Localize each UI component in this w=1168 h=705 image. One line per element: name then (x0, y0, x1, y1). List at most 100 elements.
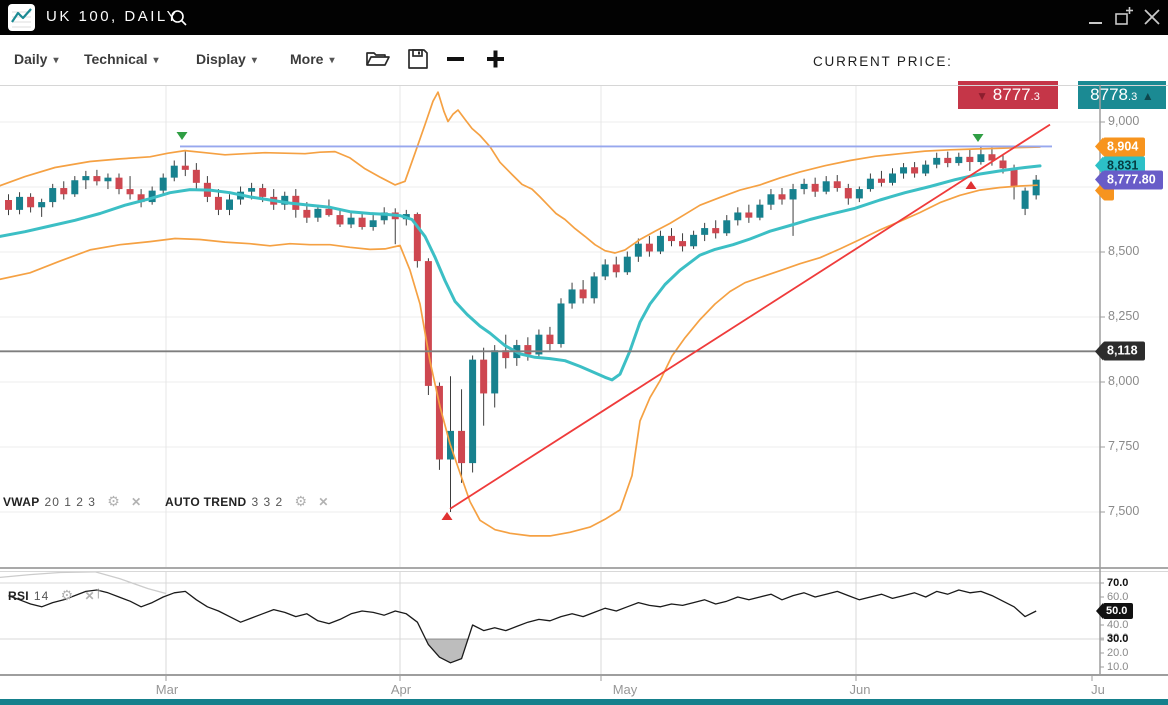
month-label: Jun (849, 682, 871, 697)
chevron-down-icon: ▾ (329, 55, 335, 66)
candle-down (712, 228, 720, 234)
menu-display[interactable]: Display ▾ (196, 51, 257, 67)
menu-timeframe[interactable]: Daily ▾ (14, 51, 59, 67)
candle-up (491, 350, 499, 394)
candle-down (115, 177, 123, 190)
close-button[interactable] (1141, 6, 1163, 28)
month-label: Mar (155, 682, 179, 697)
rsi-line (8, 589, 1037, 664)
month-label: Ju (1091, 682, 1105, 697)
candle-down (5, 200, 12, 210)
price-axis-label: 7,500 (1108, 504, 1140, 518)
candle-down (435, 385, 443, 460)
price-axis-label: 8,500 (1108, 244, 1140, 258)
candle-up (955, 156, 963, 164)
current-price-label: CURRENT PRICE: (813, 54, 953, 69)
rsi-axis-label: 70.0 (1107, 576, 1129, 589)
window-title: UK 100, DAILY (46, 8, 180, 25)
candle-up (226, 199, 233, 210)
candle-down (668, 235, 675, 242)
chevron-down-icon: ▾ (53, 55, 59, 66)
candle-up (281, 195, 289, 205)
candle-up (49, 188, 57, 203)
candles (5, 146, 1040, 512)
candle-down (999, 160, 1007, 169)
candle-down (126, 189, 134, 195)
candle-up (922, 164, 930, 174)
buy-signal-icon (441, 512, 453, 520)
close-icon[interactable]: ✕ (318, 495, 329, 509)
price-axis-label: 8,000 (1108, 374, 1140, 388)
candle-down (745, 212, 753, 218)
candle-down (524, 345, 532, 355)
candle-up (148, 190, 156, 203)
candle-down (988, 154, 996, 161)
price-tag-badge: 8,904 (1095, 137, 1146, 157)
rsi-axis-label: 20.0 (1107, 646, 1129, 659)
close-icon[interactable]: ✕ (84, 589, 95, 603)
candle-up (369, 220, 377, 228)
menu-more[interactable]: More ▾ (290, 51, 335, 67)
candle-up (866, 178, 874, 190)
rsi-axis-label: 40.0 (1107, 618, 1129, 631)
rsi-axis-label: 30.0 (1107, 633, 1129, 646)
candle-up (347, 217, 355, 225)
candle-down (137, 194, 145, 203)
candle-down (679, 241, 687, 247)
save-icon[interactable] (407, 48, 429, 75)
gear-icon[interactable]: ⚙ (60, 587, 74, 603)
candle-down (358, 217, 366, 228)
minimize-button[interactable] (1085, 6, 1107, 28)
candle-up (557, 303, 565, 345)
candle-down (181, 165, 189, 170)
candle-down (612, 264, 620, 273)
vwap-mid-line (0, 164, 1042, 382)
restore-window-button[interactable] (1113, 6, 1135, 28)
app-logo-icon (8, 4, 35, 31)
arrow-down-icon: ▼ (976, 89, 989, 103)
candle-down (480, 359, 488, 394)
gear-icon[interactable]: ⚙ (294, 493, 308, 509)
chevron-down-icon: ▾ (251, 55, 257, 66)
candle-down (192, 169, 200, 183)
candle-up (822, 181, 830, 192)
candle-up (933, 157, 941, 165)
candle-down (811, 183, 819, 192)
search-icon[interactable] (170, 9, 188, 27)
candle-down (93, 176, 101, 182)
rsi-axis-label: 60.0 (1107, 590, 1129, 603)
candle-down (844, 188, 852, 199)
close-icon[interactable]: ✕ (131, 495, 142, 509)
rsi-axis-label: 10.0 (1107, 660, 1129, 673)
menu-technical[interactable]: Technical ▾ (84, 51, 159, 67)
candle-up (16, 196, 24, 210)
candle-down (60, 188, 68, 195)
rsi-panel (0, 571, 1100, 674)
rsi-indicator-label: RSI 14 ⚙ ✕ (8, 587, 95, 603)
price-axis-label: 8,250 (1108, 309, 1140, 323)
vwap-upper-band (0, 91, 1041, 254)
chevron-down-icon: ▾ (153, 55, 159, 66)
candle-down (424, 261, 432, 386)
zoom-out-icon[interactable] (446, 49, 466, 74)
sell-signal-icon (972, 134, 984, 142)
titlebar: UK 100, DAILY (0, 0, 1168, 35)
candle-down (214, 196, 222, 210)
candle-down (546, 334, 554, 345)
month-label: Apr (390, 682, 412, 697)
candle-up (634, 243, 642, 257)
open-folder-icon[interactable] (365, 48, 391, 75)
bottom-accent-bar (0, 699, 1168, 705)
zoom-in-icon[interactable] (486, 49, 506, 74)
autotrend-indicator-label: AUTO TREND 3 3 2 ⚙ ✕ (165, 493, 329, 509)
candle-up (82, 176, 90, 181)
candle-down (303, 209, 311, 218)
candle-up (900, 167, 908, 174)
candle-up (104, 177, 112, 182)
gear-icon[interactable]: ⚙ (107, 493, 120, 509)
candle-down (502, 350, 510, 359)
expand-panel-arrow-icon[interactable]: ↑ (94, 583, 103, 602)
candle-down (413, 214, 421, 262)
vwap-lower-band (0, 184, 1038, 537)
